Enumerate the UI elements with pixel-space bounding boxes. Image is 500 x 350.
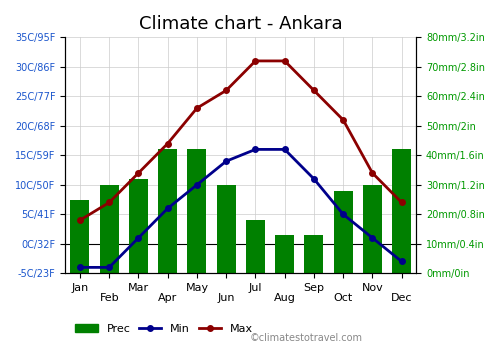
Bar — [363, 185, 382, 273]
Bar — [100, 185, 118, 273]
Bar — [334, 191, 352, 273]
Legend: Prec, Min, Max: Prec, Min, Max — [71, 320, 258, 338]
Bar — [392, 149, 411, 273]
Bar — [129, 179, 148, 273]
Text: ©climatestotravel.com: ©climatestotravel.com — [250, 333, 363, 343]
Bar — [246, 220, 265, 273]
Text: Apr: Apr — [158, 293, 178, 302]
Bar — [158, 149, 177, 273]
Text: Aug: Aug — [274, 293, 295, 302]
Bar — [275, 235, 294, 273]
Text: Feb: Feb — [100, 293, 119, 302]
Text: Jun: Jun — [218, 293, 235, 302]
Title: Climate chart - Ankara: Climate chart - Ankara — [139, 15, 342, 33]
Bar — [188, 149, 206, 273]
Bar — [304, 235, 324, 273]
Text: Dec: Dec — [391, 293, 412, 302]
Bar — [216, 185, 236, 273]
Bar — [70, 199, 90, 273]
Text: Oct: Oct — [334, 293, 353, 302]
